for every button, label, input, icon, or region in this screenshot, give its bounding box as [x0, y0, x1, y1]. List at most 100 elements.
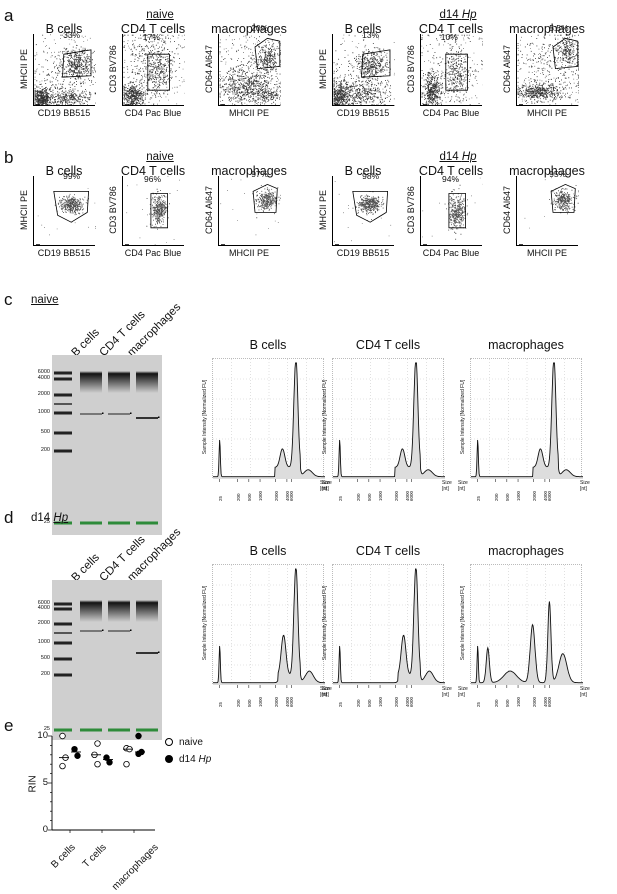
trace-ylabel: Sample Intensity [Normalized FU]	[322, 585, 328, 661]
size-unit: [nt]	[442, 692, 449, 698]
trace-ylabel: Sample Intensity [Normalized FU]	[322, 379, 328, 455]
gate-percent: 10%	[440, 31, 458, 42]
flow-events	[34, 34, 96, 106]
rna-18s-band	[80, 413, 102, 415]
ladder-label-1000: 1000	[37, 409, 50, 415]
trace-xtick-25: 25	[337, 701, 343, 707]
gel-bands	[54, 600, 160, 732]
ladder-band	[54, 622, 72, 626]
trace-xtick-2000: 2000	[393, 696, 399, 707]
flow-xlabel: MHCII PE	[228, 248, 269, 258]
trace-svg	[213, 565, 325, 688]
ladder-label-6000: 6000	[37, 369, 50, 375]
trace-title-2: macrophages	[488, 544, 564, 558]
band-marker	[102, 412, 104, 414]
ladder-band	[54, 521, 72, 525]
trace-xtick-1000: 1000	[378, 490, 384, 501]
size-unit: Size	[322, 480, 332, 486]
rin-point-hp	[135, 732, 142, 740]
size-unit: [nt]	[580, 692, 587, 698]
gate-polygon	[352, 190, 389, 223]
plot-title-b-1-2: macrophages	[509, 164, 585, 178]
flow-plot-b-0-0	[33, 176, 96, 246]
trace-xtick-6000: 6000	[409, 696, 415, 707]
flow-xlabel: CD19 BB515	[37, 108, 91, 118]
size-unit: [nt]	[580, 486, 587, 492]
flow-xlabel: CD4 Pac Blue	[422, 248, 480, 258]
panel-letter-b: b	[4, 148, 14, 167]
flow-xlabel: CD19 BB515	[37, 248, 91, 258]
rin-point-hp	[71, 745, 78, 753]
rna-28s-band	[136, 371, 158, 393]
ladder-band	[54, 411, 72, 415]
flow-ylabel: MHCII PE	[318, 49, 328, 90]
trace-title-0: B cells	[249, 544, 287, 558]
gate-polygon	[448, 193, 466, 229]
trace-xtick-500: 500	[504, 699, 510, 707]
flow-scatter	[517, 34, 579, 106]
trace-title-1: CD4 T cells	[355, 338, 421, 352]
rin-point-naive	[59, 732, 66, 740]
flow-plot-a-0-1	[122, 34, 185, 106]
gate-polygon	[150, 193, 168, 229]
gate-polygon	[445, 53, 468, 91]
flow-ylabel: CD64 Al647	[204, 44, 214, 94]
marker-band	[136, 521, 158, 525]
ladder-band	[54, 641, 72, 645]
group-title-text: d14	[439, 151, 462, 163]
rna-28s-band	[108, 600, 130, 622]
ladder-band	[54, 632, 72, 634]
plot-title-b-1-1: CD4 T cells	[418, 164, 484, 178]
trace-svg	[333, 565, 445, 688]
plot-title-b-0-2: macrophages	[211, 164, 287, 178]
legend-d14-hp: d14 Hp	[165, 754, 211, 765]
flow-xlabel: CD19 BB515	[336, 108, 390, 118]
trace-ylabel: Sample Intensity [Normalized FU]	[202, 379, 208, 455]
plot-title-b-1-0: B cells	[344, 164, 382, 178]
trace-size-label: Size [nt]	[442, 686, 452, 698]
group-title-italic: Hp	[461, 151, 477, 163]
trace-xtick-1000: 1000	[378, 696, 384, 707]
size-unit: Size	[458, 686, 468, 692]
gate-percent: 96%	[144, 173, 162, 184]
flow-plot-b-0-1	[122, 176, 184, 246]
rna-28s-band	[108, 371, 130, 393]
trace-xtick-200: 200	[355, 699, 361, 707]
gate-percent: 99%	[63, 170, 81, 181]
flow-events	[123, 34, 185, 106]
trace-line	[471, 601, 583, 684]
legend-filled-circle-icon	[165, 755, 173, 763]
trace-svg	[333, 359, 445, 482]
trace-line	[333, 568, 445, 684]
trace-size-label-left: Size [nt]	[458, 480, 468, 492]
trace-xtick-25: 25	[217, 701, 223, 707]
rna-18s-band	[136, 417, 158, 419]
flow-events	[333, 34, 395, 106]
flow-xlabel: MHCII PE	[228, 108, 269, 118]
ladder-band	[54, 449, 72, 453]
gate-polygon	[62, 49, 92, 78]
marker-band	[80, 521, 102, 525]
rin-ytick-0: 0	[42, 824, 48, 835]
flow-plot-b-1-2	[516, 176, 579, 246]
flow-scatter	[421, 34, 483, 106]
flow-events	[421, 34, 483, 106]
size-unit: Size	[442, 480, 452, 486]
trace-line	[471, 362, 583, 478]
trace-size-label: Size [nt]	[580, 480, 590, 492]
marker-band	[108, 521, 130, 525]
flow-events	[220, 178, 281, 236]
gate-percent: 20%	[251, 23, 269, 34]
flow-ylabel: CD3 BV786	[108, 45, 118, 93]
trace-fill	[471, 363, 583, 479]
legend-open-circle-icon	[165, 738, 173, 746]
band-marker	[102, 629, 104, 631]
ladder-label-4000: 4000	[37, 605, 50, 611]
trace-xtick-6000: 6000	[409, 490, 415, 501]
rin-point-hp	[135, 750, 142, 758]
rna-18s-band	[136, 652, 158, 654]
flow-events	[126, 176, 180, 246]
flow-xlabel: CD19 BB515	[336, 248, 390, 258]
trace-xtick-25: 25	[337, 495, 343, 501]
flow-xlabel: CD4 Pac Blue	[422, 108, 480, 118]
